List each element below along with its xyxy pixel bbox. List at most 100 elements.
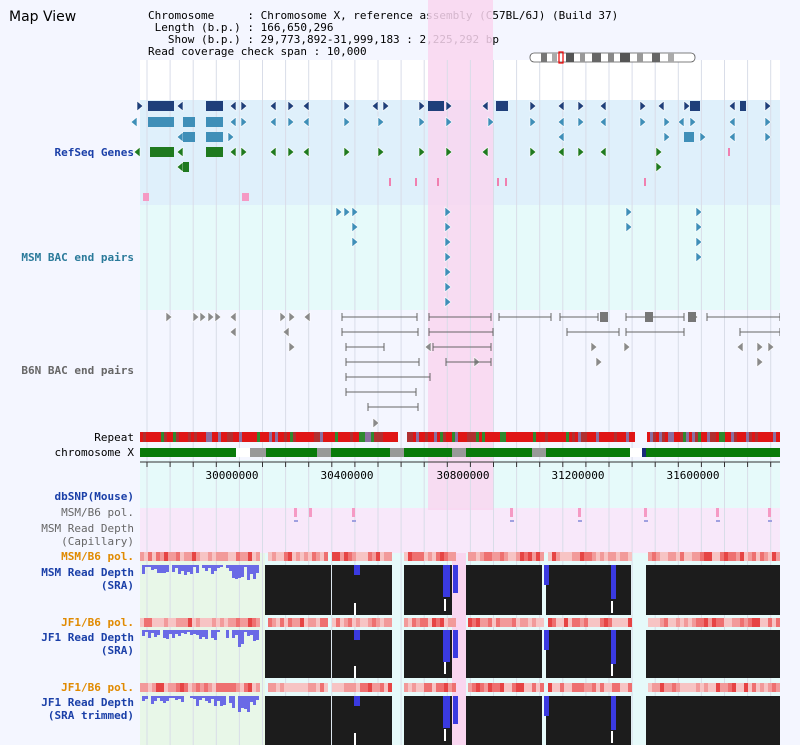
pol-segment — [648, 552, 652, 561]
gene-arrow — [133, 146, 141, 158]
chromosome-bar[interactable] — [140, 448, 780, 457]
repeat-segment — [149, 432, 152, 442]
msm-bac-arrow — [695, 221, 703, 233]
pol-segment — [648, 618, 652, 627]
pol-segment — [444, 552, 448, 561]
gene-arrow — [655, 146, 663, 158]
b6n-bac-block — [688, 312, 696, 322]
gene-arrow — [577, 146, 585, 158]
depth-bar — [232, 696, 235, 708]
repeat-segment — [269, 432, 272, 442]
repeat-segment — [227, 432, 230, 442]
pol-segment — [600, 552, 604, 561]
repeat-segment — [311, 432, 314, 442]
depth-bar — [157, 696, 160, 698]
pol-segment — [228, 618, 232, 627]
repeat-segment — [257, 432, 260, 442]
pol-segment — [536, 683, 540, 692]
pol-segment — [604, 552, 608, 561]
repeat-segment — [476, 432, 479, 442]
pol-segment — [420, 683, 424, 692]
repeat-segment — [224, 432, 227, 442]
pol-segment — [368, 618, 372, 627]
repeat-segment — [347, 432, 350, 442]
repeat-segment — [614, 432, 617, 442]
pol-segment — [204, 618, 208, 627]
pol-segment — [664, 552, 668, 561]
depth-bar — [241, 630, 244, 644]
pol-segment — [512, 552, 516, 561]
repeat-segment — [764, 432, 767, 442]
tick-label-3: 30800000 — [437, 469, 490, 482]
pol-segment — [208, 552, 212, 561]
pol-segment — [212, 618, 216, 627]
snp-tracks[interactable] — [294, 508, 772, 522]
msm-bac-arrow — [444, 296, 452, 308]
repeat-segment — [632, 432, 635, 442]
pol-segment — [276, 683, 280, 692]
msm-bac-arrow — [625, 206, 633, 218]
repeat-segment — [533, 432, 536, 442]
msm-bac-arrow — [444, 281, 452, 293]
pol-segment — [432, 618, 436, 627]
pol-segment — [560, 683, 564, 692]
gene-arrow — [481, 100, 489, 112]
repeat-segment — [419, 432, 422, 442]
pol-segment — [572, 618, 576, 627]
b6n-bac-arrow — [736, 341, 744, 353]
depth-block — [646, 696, 780, 745]
green-zone — [140, 553, 265, 745]
polymorphism-tracks[interactable] — [140, 552, 780, 692]
pol-segment — [180, 618, 184, 627]
repeat-segment — [722, 432, 725, 442]
pol-segment — [436, 552, 440, 561]
depth-bar — [175, 630, 178, 634]
pol-segment — [616, 683, 620, 692]
repeat-segment — [167, 432, 170, 442]
msm-bac-track[interactable] — [335, 206, 703, 308]
pol-segment — [680, 618, 684, 627]
repeat-segment — [482, 432, 485, 442]
pol-segment — [552, 683, 556, 692]
refseq-genes-track[interactable] — [130, 100, 772, 201]
b6n-bac-track[interactable] — [165, 311, 781, 429]
pol-segment — [668, 683, 672, 692]
pol-segment — [732, 683, 736, 692]
pol-segment — [592, 683, 596, 692]
gene-arrow — [269, 116, 277, 128]
depth-bar — [217, 565, 220, 568]
repeat-segment — [152, 432, 155, 442]
label-dbsnp: dbSNP(Mouse) — [55, 490, 134, 503]
pol-segment — [608, 552, 612, 561]
repeat-segment — [263, 432, 266, 442]
b6n-bac-arrow — [590, 341, 598, 353]
pol-segment — [516, 618, 520, 627]
repeat-segment — [164, 432, 167, 442]
position-axis — [140, 461, 780, 467]
read-depth-tracks[interactable] — [142, 565, 780, 745]
depth-bar — [220, 696, 223, 706]
pol-segment — [220, 552, 224, 561]
pol-segment — [584, 552, 588, 561]
pol-segment — [664, 683, 668, 692]
gene-arrow — [269, 146, 277, 158]
repeat-segment — [212, 432, 215, 442]
depth-bar — [142, 565, 145, 574]
pol-segment — [728, 683, 732, 692]
pol-segment — [772, 618, 776, 627]
pol-segment — [684, 683, 688, 692]
b6n-bac-arrow — [199, 311, 207, 323]
snp-tick — [716, 520, 720, 522]
gene-arrow — [764, 116, 772, 128]
refseq-mark — [242, 193, 249, 201]
depth-bar — [142, 630, 145, 636]
pol-segment — [620, 683, 624, 692]
depth-bar — [238, 565, 241, 578]
repeat-segment — [497, 432, 500, 442]
repeat-segment — [590, 432, 593, 442]
chromosome-ideogram[interactable] — [529, 51, 696, 64]
repeat-segment — [695, 432, 698, 442]
repeat-track[interactable] — [140, 432, 782, 442]
repeat-segment — [485, 432, 488, 442]
